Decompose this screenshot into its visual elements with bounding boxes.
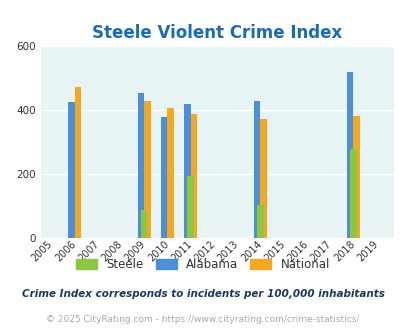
Bar — [144, 101, 150, 238]
Legend: Steele, Alabama, National: Steele, Alabama, National — [71, 253, 334, 276]
Bar — [68, 102, 75, 238]
Bar — [256, 205, 263, 238]
Bar — [349, 149, 356, 238]
Bar — [190, 114, 197, 238]
Bar — [167, 108, 174, 238]
Bar — [260, 118, 266, 238]
Title: Steele Violent Crime Index: Steele Violent Crime Index — [92, 24, 341, 42]
Bar — [160, 117, 167, 238]
Bar — [75, 87, 81, 238]
Bar — [253, 101, 260, 238]
Bar — [346, 72, 352, 238]
Text: © 2025 CityRating.com - https://www.cityrating.com/crime-statistics/: © 2025 CityRating.com - https://www.city… — [46, 315, 359, 324]
Text: Crime Index corresponds to incidents per 100,000 inhabitants: Crime Index corresponds to incidents per… — [21, 289, 384, 299]
Bar — [141, 211, 147, 238]
Bar — [137, 93, 144, 238]
Bar — [352, 116, 359, 238]
Bar — [187, 176, 194, 238]
Bar — [184, 104, 190, 238]
